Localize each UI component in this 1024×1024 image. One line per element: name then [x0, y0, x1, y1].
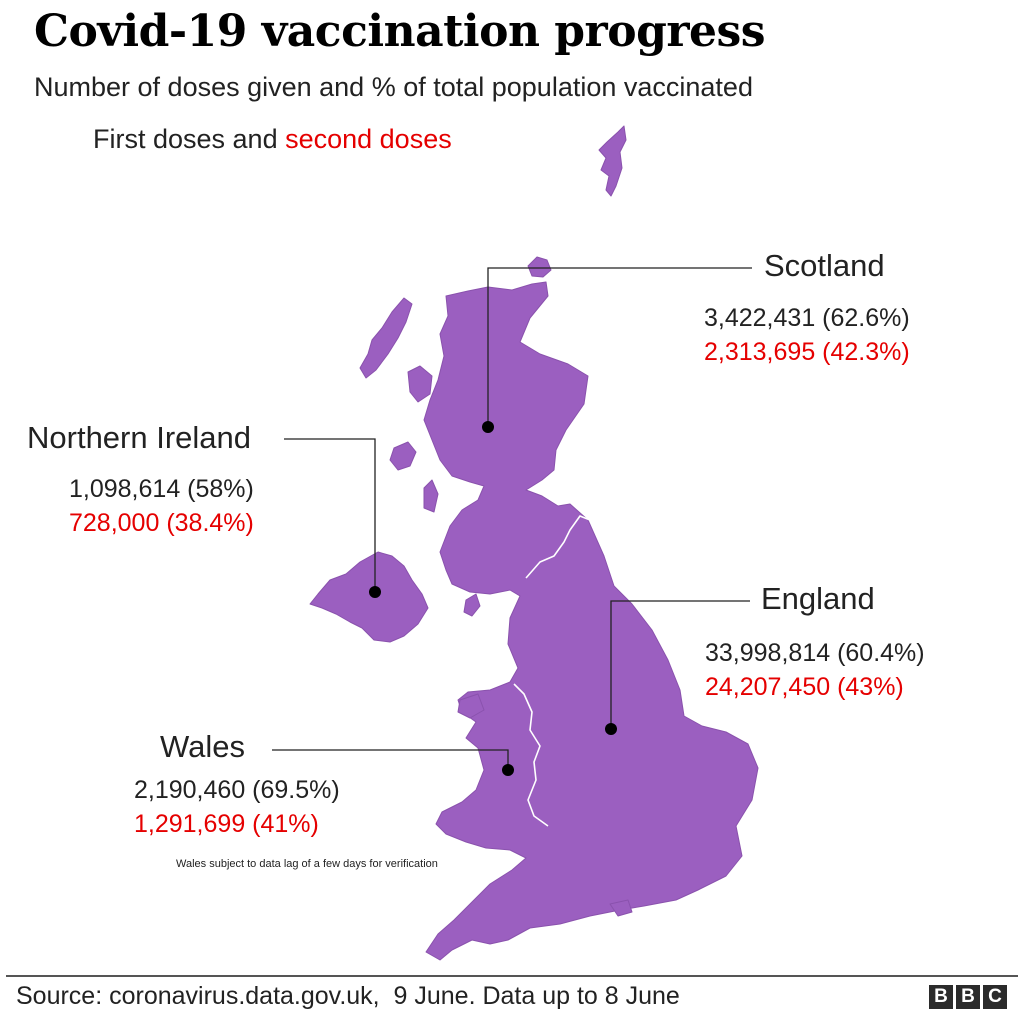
legend-first-doses: First doses and [93, 124, 286, 154]
northern-ireland-landmass [309, 551, 429, 643]
outer-hebrides [359, 297, 413, 379]
wales-second-doses: 1,291,699 (41%) [134, 810, 319, 838]
england-second-doses: 24,207,450 (43%) [705, 673, 904, 701]
scotland-figures: 3,422,431 (62.6%) 2,313,695 (42.3%) [704, 301, 910, 369]
bbc-logo: B B C [929, 985, 1007, 1009]
northern-ireland-first-doses: 1,098,614 (58%) [69, 475, 254, 503]
scotland-second-doses: 2,313,695 (42.3%) [704, 338, 910, 366]
anglesey [457, 693, 485, 719]
isle-of-man [463, 593, 481, 617]
bbc-logo-letter-c: C [983, 985, 1007, 1009]
wales-label: Wales [160, 729, 245, 764]
isle-of-skye [407, 365, 433, 403]
bbc-logo-letter-b1: B [929, 985, 953, 1009]
bbc-logo-letter-b2: B [956, 985, 980, 1009]
shetland-islands [598, 125, 627, 197]
scotland-leader-line [487, 267, 752, 427]
scotland-england-border [525, 515, 591, 579]
northern-ireland-leader-line [284, 438, 376, 592]
england-leader-line [610, 600, 750, 729]
northern-ireland-second-doses: 728,000 (38.4%) [69, 509, 254, 537]
chart-title: Covid-19 vaccination progress [34, 6, 766, 57]
isle-of-wight [609, 899, 633, 917]
chart-subtitle: Number of doses given and % of total pop… [34, 72, 753, 102]
wales-first-doses: 2,190,460 (69.5%) [134, 776, 340, 804]
england-first-doses: 33,998,814 (60.4%) [705, 639, 925, 667]
orkney-islands [527, 256, 552, 278]
great-britain-mainland [423, 281, 759, 961]
scotland-label: Scotland [764, 248, 885, 283]
islay-jura [423, 479, 439, 513]
source-credit: Source: coronavirus.data.gov.uk, 9 June.… [16, 982, 680, 1010]
wales-england-border [513, 683, 549, 827]
wales-data-lag-note: Wales subject to data lag of a few days … [176, 858, 438, 870]
footer-divider [6, 975, 1018, 977]
northern-ireland-dot [369, 586, 381, 598]
legend-second-doses: second doses [285, 124, 452, 154]
scotland-first-doses: 3,422,431 (62.6%) [704, 304, 910, 332]
england-label: England [761, 581, 875, 616]
wales-leader-line [272, 749, 509, 770]
wales-figures: 2,190,460 (69.5%) 1,291,699 (41%) [134, 773, 340, 841]
northern-ireland-label: Northern Ireland [27, 420, 252, 455]
inner-hebrides [389, 441, 417, 471]
england-figures: 33,998,814 (60.4%) 24,207,450 (43%) [705, 636, 925, 704]
legend: First doses and second doses [93, 124, 452, 155]
northern-ireland-figures: 1,098,614 (58%) 728,000 (38.4%) [69, 472, 254, 540]
england-dot [605, 723, 617, 735]
wales-dot [502, 764, 514, 776]
scotland-dot [482, 421, 494, 433]
